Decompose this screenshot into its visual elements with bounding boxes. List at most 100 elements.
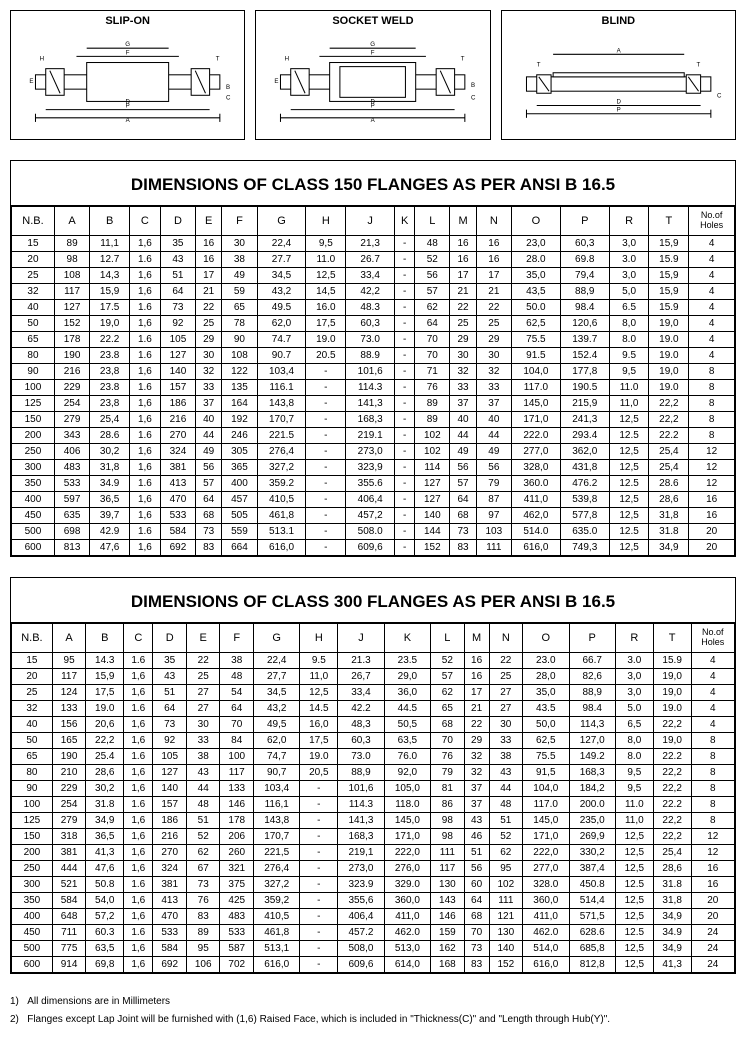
cell: 67 bbox=[186, 860, 220, 876]
cell: 83 bbox=[186, 908, 220, 924]
col-header: N.B. bbox=[12, 207, 55, 236]
col-header: F bbox=[222, 207, 257, 236]
table-300-title: DIMENSIONS OF CLASS 300 FLANGES AS PER A… bbox=[11, 578, 735, 623]
cell: 95 bbox=[52, 652, 86, 668]
cell: 597 bbox=[54, 491, 89, 507]
cell: - bbox=[306, 363, 346, 379]
cell: 1,6 bbox=[130, 363, 161, 379]
diagram-title-slip-on: SLIP-ON bbox=[105, 15, 150, 27]
cell: 178 bbox=[220, 812, 254, 828]
cell: 221,5 bbox=[254, 844, 300, 860]
cell: 52 bbox=[489, 828, 523, 844]
cell: 46 bbox=[464, 828, 489, 844]
cell: 74,7 bbox=[254, 748, 300, 764]
cell: 108 bbox=[54, 267, 89, 283]
cell: 4 bbox=[691, 716, 734, 732]
cell: 229 bbox=[52, 780, 86, 796]
cell: 222,0 bbox=[384, 844, 430, 860]
cell: 23.0 bbox=[523, 652, 569, 668]
cell: - bbox=[395, 315, 415, 331]
cell: 47,6 bbox=[90, 539, 130, 555]
cell: 539,8 bbox=[560, 491, 609, 507]
cell: 23.5 bbox=[384, 652, 430, 668]
col-header: No.ofHoles bbox=[691, 623, 734, 652]
col-header: J bbox=[346, 207, 395, 236]
cell: 38 bbox=[186, 748, 220, 764]
cell: 22.2 bbox=[90, 331, 130, 347]
cell: 614,0 bbox=[384, 956, 430, 972]
cell: 461,8 bbox=[254, 924, 300, 940]
table-300: N.B.ABCDEFGHJKLMNOPRTNo.ofHoles 159514.3… bbox=[11, 623, 735, 973]
cell: 162 bbox=[431, 940, 465, 956]
cell: 559 bbox=[222, 523, 257, 539]
cell: - bbox=[395, 283, 415, 299]
cell: 410,5 bbox=[257, 491, 306, 507]
cell: - bbox=[306, 379, 346, 395]
cell: 1,6 bbox=[130, 315, 161, 331]
cell: 41,3 bbox=[653, 956, 691, 972]
cell: 171,0 bbox=[384, 828, 430, 844]
cell: 44 bbox=[196, 427, 222, 443]
cell: 12 bbox=[689, 443, 735, 459]
cell: 57,2 bbox=[86, 908, 124, 924]
cell: 28,6 bbox=[86, 764, 124, 780]
cell: 92,0 bbox=[384, 764, 430, 780]
cell: 462.0 bbox=[523, 924, 569, 940]
cell: 140 bbox=[489, 940, 523, 956]
cell: 25 bbox=[450, 315, 476, 331]
cell: 79 bbox=[476, 475, 511, 491]
table-row: 25040630,21,632449305276,4-273,0-1024949… bbox=[12, 443, 735, 459]
cell: 250 bbox=[12, 443, 55, 459]
cell: 8 bbox=[691, 764, 734, 780]
table-row: 6517822.21.6105299074.719.073.0-70292975… bbox=[12, 331, 735, 347]
cell: 4 bbox=[689, 299, 735, 315]
cell: 406 bbox=[54, 443, 89, 459]
cell: 59 bbox=[222, 283, 257, 299]
cell: 20 bbox=[689, 523, 735, 539]
cell: 84 bbox=[220, 732, 254, 748]
cell: 52 bbox=[186, 828, 220, 844]
cell: 31.8 bbox=[649, 523, 689, 539]
svg-text:T: T bbox=[461, 55, 465, 62]
cell: 88,9 bbox=[338, 764, 384, 780]
cell: 157 bbox=[153, 796, 187, 812]
cell: 450.8 bbox=[569, 876, 615, 892]
cell: 29 bbox=[450, 331, 476, 347]
table-row: 10022923.81.615733135116.1-114.3-7633331… bbox=[12, 379, 735, 395]
cell: 50,0 bbox=[523, 716, 569, 732]
cell: 35 bbox=[153, 652, 187, 668]
cell: 260 bbox=[220, 844, 254, 860]
table-row: 12527934,91,618651178143,8-141,3145,0984… bbox=[12, 812, 735, 828]
cell: 1.6 bbox=[124, 700, 153, 716]
cell: 8.0 bbox=[609, 331, 649, 347]
table-row: 4012717.51.673226549.516.048.3-62222250.… bbox=[12, 299, 735, 315]
cell: 25 bbox=[186, 668, 220, 684]
cell: 104,0 bbox=[511, 363, 560, 379]
cell: 98.4 bbox=[560, 299, 609, 315]
cell: 12,5 bbox=[609, 459, 649, 475]
cell: 49 bbox=[476, 443, 511, 459]
cell: 33,4 bbox=[338, 684, 384, 700]
cell: 1,6 bbox=[124, 908, 153, 924]
cell: 15.9 bbox=[653, 652, 691, 668]
cell: 80 bbox=[12, 347, 55, 363]
cell: 19,0 bbox=[649, 363, 689, 379]
table-row: 2512417,51,651275434,512,533,436,0621727… bbox=[12, 684, 735, 700]
cell: 279 bbox=[54, 411, 89, 427]
cell: 16 bbox=[196, 235, 222, 251]
table-row: 15027925,41,621640192170,7-168,3-8940401… bbox=[12, 411, 735, 427]
svg-text:B: B bbox=[226, 84, 230, 91]
table-row: 35053334.91.641357400359.2-355.6-1275779… bbox=[12, 475, 735, 491]
cell: 30 bbox=[196, 347, 222, 363]
cell: 68 bbox=[450, 507, 476, 523]
cell: 22 bbox=[186, 652, 220, 668]
cell: 12,5 bbox=[615, 940, 653, 956]
cell: 171,0 bbox=[511, 411, 560, 427]
cell: 33,4 bbox=[346, 267, 395, 283]
cell: 270 bbox=[153, 844, 187, 860]
cell: 1,6 bbox=[130, 283, 161, 299]
cell: 1.6 bbox=[124, 924, 153, 940]
cell: 648 bbox=[52, 908, 86, 924]
cell: 51 bbox=[186, 812, 220, 828]
cell: 19.0 bbox=[649, 331, 689, 347]
